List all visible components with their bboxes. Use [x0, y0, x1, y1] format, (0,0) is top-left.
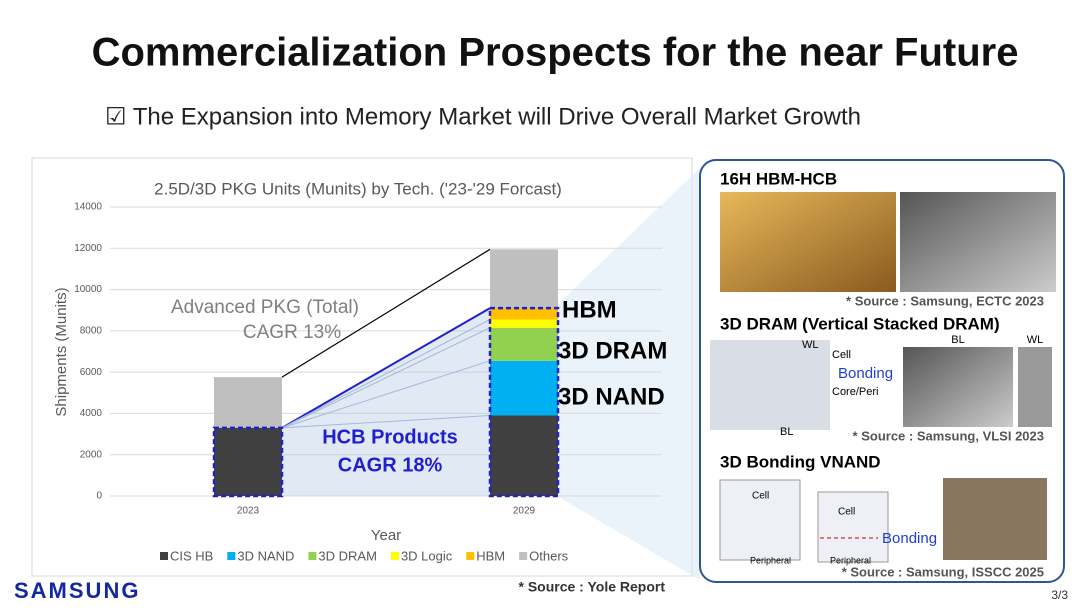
legend-label: 3D DRAM: [318, 548, 377, 563]
legend-swatch: [227, 552, 236, 560]
diagram-label: WL: [802, 339, 819, 351]
y-tick-label: 4000: [80, 408, 103, 419]
trend-fan: [281, 414, 491, 429]
y-tick-label: 6000: [80, 367, 103, 378]
hbm-photo: [720, 192, 896, 292]
bar-segment: [214, 377, 282, 428]
y-tick-label: 12000: [74, 243, 102, 254]
trend-fan: [281, 327, 491, 429]
trend-hcb: [281, 307, 491, 429]
chart-source: * Source : Yole Report: [518, 579, 665, 595]
dram-sem: [903, 347, 1013, 427]
panel-source: * Source : Samsung, ECTC 2023: [846, 293, 1044, 308]
bar-segment: [490, 249, 558, 309]
x-tick-label: 2023: [237, 506, 260, 517]
trend-fan: [281, 360, 491, 429]
diagram-label: Peripheral: [830, 555, 871, 565]
hcb-box: [212, 426, 284, 498]
legend-swatch: [390, 552, 399, 560]
dram-sem: [1018, 347, 1052, 427]
annotation: Advanced PKG (Total): [171, 297, 359, 318]
dram-diagram: [710, 340, 830, 430]
legend-label: HBM: [476, 548, 505, 563]
zoom-wedge: [557, 168, 700, 580]
legend-label: CIS HB: [170, 548, 213, 563]
diagram-label: Peripheral: [750, 555, 791, 565]
page-number: 3/3: [1051, 588, 1068, 602]
legend-label: 3D NAND: [237, 548, 294, 563]
x-axis-title: Year: [371, 527, 401, 544]
logo: SAMSUNG: [14, 578, 140, 603]
annotation: CAGR 18%: [338, 454, 443, 476]
bar-segment: [490, 319, 558, 328]
y-tick-label: 10000: [74, 284, 102, 295]
annotation: 3D DRAM: [558, 337, 667, 364]
vnand-diagram: [817, 491, 889, 563]
slide-title: Commercialization Prospects for the near…: [92, 31, 1019, 75]
hcb-box: [488, 306, 560, 498]
bar-segment: [214, 427, 282, 496]
bar-segment: [490, 327, 558, 361]
vnand-diagram: [719, 479, 801, 561]
annotation: HBM: [562, 296, 617, 323]
diagram-label: Bonding: [882, 530, 937, 547]
diagram-label: WL: [1027, 334, 1044, 346]
diagram-label: Bonding: [838, 365, 893, 382]
chart: 2.5D/3D PKG Units (Munits) by Tech. ('23…: [53, 179, 667, 563]
legend-swatch: [308, 552, 317, 560]
legend-swatch: [160, 552, 168, 560]
slide-subtitle: ☑ The Expansion into Memory Market will …: [105, 103, 861, 130]
legend-label: 3D Logic: [401, 548, 453, 563]
panel-heading: 3D DRAM (Vertical Stacked DRAM): [720, 314, 1000, 333]
hbm-sem: [900, 192, 1056, 292]
hcb-area: [282, 308, 490, 496]
panel-heading: 16H HBM-HCB: [720, 169, 837, 188]
diagram-label: Core/Peri: [832, 386, 878, 398]
diagram-label: Cell: [838, 507, 855, 518]
diagram-label: BL: [780, 426, 793, 438]
annotation: 3D NAND: [558, 383, 665, 410]
diagram-label: Cell: [752, 491, 769, 502]
y-tick-label: 8000: [80, 325, 103, 336]
bar-segment: [490, 415, 558, 496]
y-axis-title: Shipments (Munits): [53, 287, 70, 416]
legend-swatch: [466, 552, 475, 560]
legend-label: Others: [529, 548, 569, 563]
y-tick-label: 14000: [74, 202, 102, 213]
y-tick-label: 0: [96, 491, 102, 502]
legend-swatch: [519, 552, 528, 560]
chart-title: 2.5D/3D PKG Units (Munits) by Tech. ('23…: [154, 179, 562, 198]
panel-source: * Source : Samsung, ISSCC 2025: [842, 564, 1044, 579]
diagram-label: Cell: [832, 349, 851, 361]
panel-heading: 3D Bonding VNAND: [720, 452, 881, 471]
annotation: CAGR 13%: [243, 322, 341, 343]
bar-segment: [490, 308, 558, 320]
panel-source: * Source : Samsung, VLSI 2023: [853, 428, 1044, 443]
trend-total: [281, 248, 491, 378]
x-tick-label: 2029: [513, 506, 536, 517]
annotation: HCB Products: [322, 426, 458, 448]
vnand-photo: [943, 478, 1047, 560]
bar-segment: [490, 360, 558, 416]
y-tick-label: 2000: [80, 449, 103, 460]
diagram-label: BL: [951, 334, 964, 346]
trend-fan: [281, 319, 491, 429]
